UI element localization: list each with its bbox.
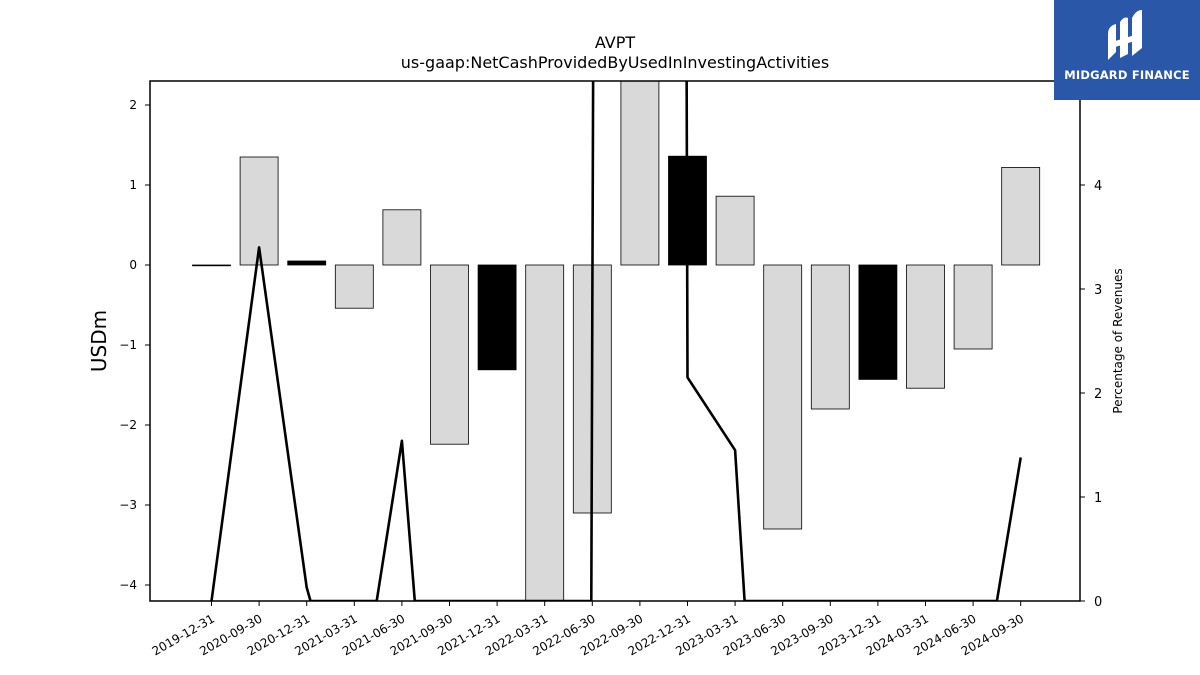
bar-2023-06-30 xyxy=(763,264,803,530)
bar-2024-03-31 xyxy=(906,264,945,389)
bar-2021-06-30 xyxy=(382,209,422,266)
bar-2019-12-31 xyxy=(192,264,231,267)
y-tick-label: 1 xyxy=(129,178,137,192)
bar-2023-09-30 xyxy=(810,264,850,410)
midgard-finance-logo: MIDGARD FINANCE xyxy=(1054,0,1200,100)
bar-2024-09-30 xyxy=(1001,166,1041,266)
plot-frame xyxy=(149,80,1081,602)
bar-2020-12-31 xyxy=(287,260,327,266)
y2-tick-label: 0 xyxy=(1094,595,1102,610)
bar-2023-12-31 xyxy=(858,264,898,380)
y-tick-label: −4 xyxy=(119,578,137,592)
y2-tick-label: 4 xyxy=(1094,179,1102,194)
y-axis-label: USDm xyxy=(87,310,111,372)
logo-text: MIDGARD FINANCE xyxy=(1064,68,1190,82)
y2-tick-label: 3 xyxy=(1094,283,1102,298)
y-tick-label: 0 xyxy=(129,258,137,272)
bar-2021-12-31 xyxy=(477,264,517,371)
bar-2024-06-30 xyxy=(953,264,993,350)
y-tick-label: −2 xyxy=(119,418,137,432)
y-tick-label: −3 xyxy=(119,498,137,512)
y2-axis-label: Percentage of Revenues xyxy=(1111,268,1125,413)
y-tick-label: −1 xyxy=(119,338,137,352)
plot-area xyxy=(192,81,1041,601)
bar-2021-03-31 xyxy=(334,264,374,309)
bar-2022-09-30 xyxy=(620,81,660,266)
y-tick-label: 2 xyxy=(129,98,137,112)
y2-tick-label: 1 xyxy=(1094,491,1102,506)
y2-tick-label: 2 xyxy=(1094,387,1102,402)
chart-title: AVPT xyxy=(595,33,636,52)
percentage-line xyxy=(210,81,1022,601)
bar-2022-03-31 xyxy=(525,264,565,601)
midgard-logo-icon xyxy=(1108,10,1142,60)
bar-2021-09-30 xyxy=(430,264,469,445)
bar-2023-03-31 xyxy=(715,195,755,266)
chart-subtitle: us-gaap:NetCashProvidedByUsedInInvesting… xyxy=(401,53,829,72)
